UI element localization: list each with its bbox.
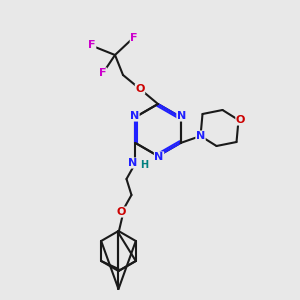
Text: N: N [154, 152, 164, 162]
Text: O: O [117, 207, 126, 217]
Text: O: O [236, 115, 245, 125]
Text: N: N [128, 158, 137, 168]
Text: N: N [196, 131, 205, 141]
Text: N: N [177, 111, 186, 121]
Text: O: O [135, 84, 145, 94]
Text: N: N [130, 111, 139, 121]
Text: F: F [99, 68, 107, 78]
Text: F: F [130, 33, 138, 43]
Text: F: F [88, 40, 96, 50]
Text: H: H [140, 160, 148, 170]
